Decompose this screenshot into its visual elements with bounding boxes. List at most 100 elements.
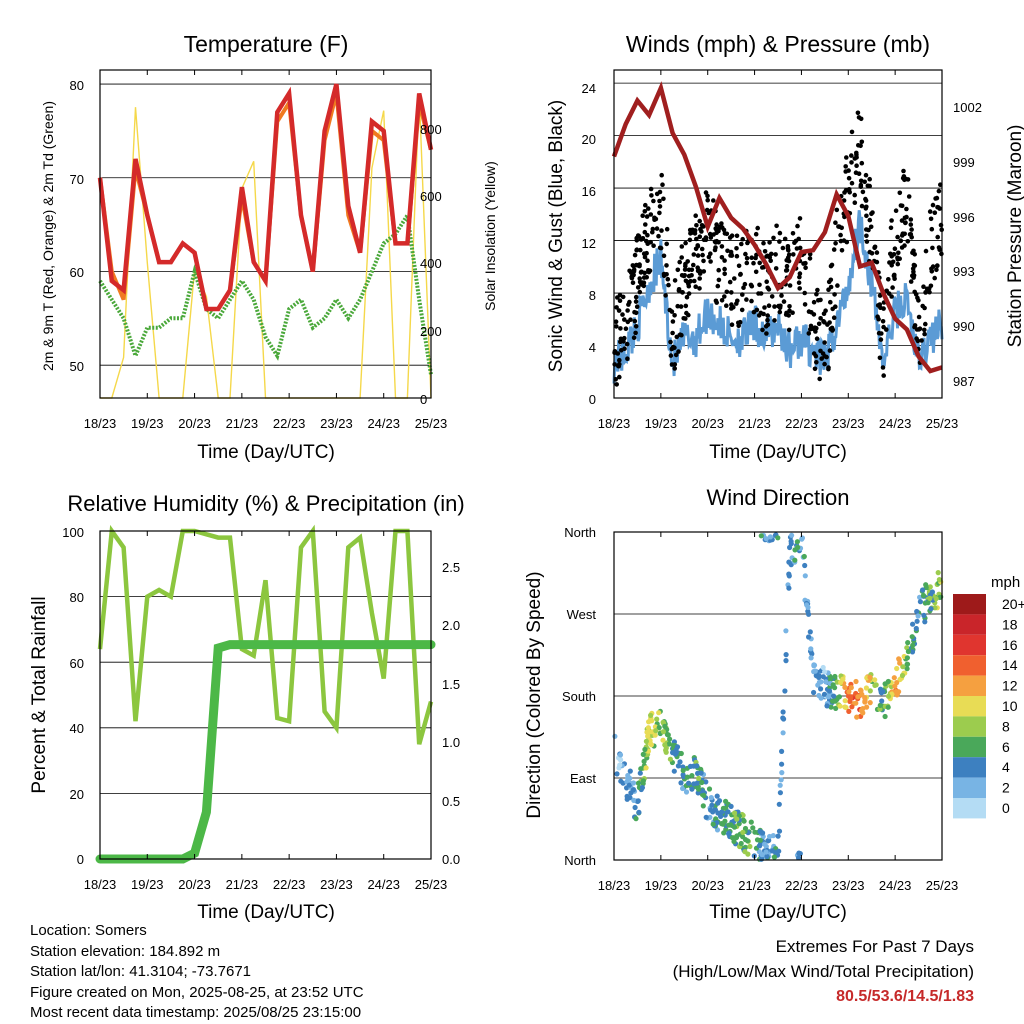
direction-point <box>818 686 824 692</box>
x-tick-label: 21/23 <box>226 877 259 892</box>
direction-point <box>779 748 785 755</box>
gust-point <box>637 289 643 295</box>
direction-point <box>849 704 855 710</box>
direction-point <box>921 612 927 619</box>
gust-point <box>691 262 696 268</box>
gust-point <box>660 182 665 187</box>
gust-point <box>856 115 862 120</box>
gust-point <box>803 265 808 271</box>
direction-point <box>891 675 897 681</box>
direction-point <box>799 536 805 542</box>
gust-point <box>722 258 727 263</box>
gust-point <box>640 213 645 218</box>
gust-point <box>738 271 743 277</box>
gust-point <box>681 316 686 321</box>
y-tick-label: 24 <box>582 81 596 96</box>
direction-point <box>624 796 630 802</box>
direction-point <box>837 703 843 709</box>
gust-point <box>763 324 769 329</box>
humidity-gridlines <box>100 596 431 794</box>
gust-point <box>708 251 713 256</box>
gust-point <box>831 247 837 252</box>
gust-point <box>628 317 633 323</box>
y-tick-label: 70 <box>70 172 84 187</box>
direction-point <box>678 750 684 757</box>
gust-point <box>932 275 937 281</box>
gust-point <box>620 294 626 300</box>
legend-swatch <box>953 777 986 798</box>
direction-point <box>731 824 738 830</box>
gust-point <box>786 247 791 253</box>
direction-point <box>777 782 783 788</box>
gust-point <box>614 305 619 310</box>
gust-point <box>859 203 865 209</box>
gust-point <box>855 110 861 116</box>
direction-point <box>808 646 814 652</box>
gust-point <box>740 236 745 242</box>
direction-point <box>643 738 650 744</box>
direction-point <box>709 802 715 808</box>
gust-point <box>832 292 837 297</box>
gust-point <box>760 327 765 333</box>
direction-point <box>927 595 933 602</box>
gust-point <box>778 303 783 309</box>
y-tick-label: 8 <box>589 288 596 303</box>
latest-timestamp: Most recent data timestamp: 2025/08/25 2… <box>30 1004 362 1021</box>
gust-point <box>686 273 692 279</box>
direction-point <box>731 838 737 845</box>
direction-point <box>846 689 852 695</box>
direction-point <box>696 775 702 782</box>
gust-point <box>904 206 909 212</box>
gust-point <box>658 245 664 251</box>
direction-point <box>802 562 808 569</box>
y-tick-label: 80 <box>70 78 84 93</box>
direction-point <box>723 798 729 804</box>
direction-point <box>812 668 818 674</box>
direction-point <box>670 742 677 748</box>
gust-point <box>877 302 883 307</box>
direction-point <box>831 693 837 699</box>
direction-point <box>885 704 891 710</box>
gust-point <box>831 315 837 321</box>
direction-point <box>757 837 763 843</box>
direction-point <box>825 694 832 700</box>
legend-title: mph <box>991 574 1020 591</box>
direction-point <box>855 694 861 700</box>
legend-label: 2 <box>1002 780 1010 796</box>
gust-point <box>643 222 648 227</box>
temperature-plot-frame <box>99 69 432 399</box>
legend-label: 0 <box>1002 800 1010 816</box>
x-tick-label: 24/23 <box>367 877 400 892</box>
gust-point <box>701 237 707 243</box>
direction-point <box>715 800 721 806</box>
gust-point <box>905 239 911 244</box>
gust-point <box>818 316 823 321</box>
direction-point <box>710 821 716 827</box>
temperature-x-axis-label: Time (Day/UTC) <box>197 442 335 463</box>
direction-point <box>925 600 931 606</box>
x-tick-label: 20/23 <box>691 878 724 893</box>
gust-point <box>854 163 859 168</box>
gust-point <box>680 290 685 295</box>
gust-point <box>892 246 898 251</box>
direction-point <box>656 725 662 731</box>
direction-point <box>656 710 662 716</box>
direction-y-axis-label: Direction (Colored By Speed) <box>524 571 545 818</box>
direction-point <box>794 539 801 545</box>
gust-point <box>773 266 779 271</box>
gust-point <box>819 356 824 361</box>
gust-point <box>632 252 638 258</box>
x-tick-label: 20/23 <box>178 416 211 431</box>
gust-point <box>694 236 699 242</box>
direction-point <box>904 666 910 672</box>
gust-point <box>911 275 916 280</box>
gust-point <box>654 226 660 231</box>
gust-point <box>673 352 679 358</box>
gust-point <box>833 220 838 225</box>
gust-point <box>854 152 859 158</box>
gust-point <box>916 314 922 320</box>
gust-point <box>714 227 719 232</box>
y-tick-label: 0 <box>589 392 596 407</box>
direction-point <box>686 780 692 786</box>
